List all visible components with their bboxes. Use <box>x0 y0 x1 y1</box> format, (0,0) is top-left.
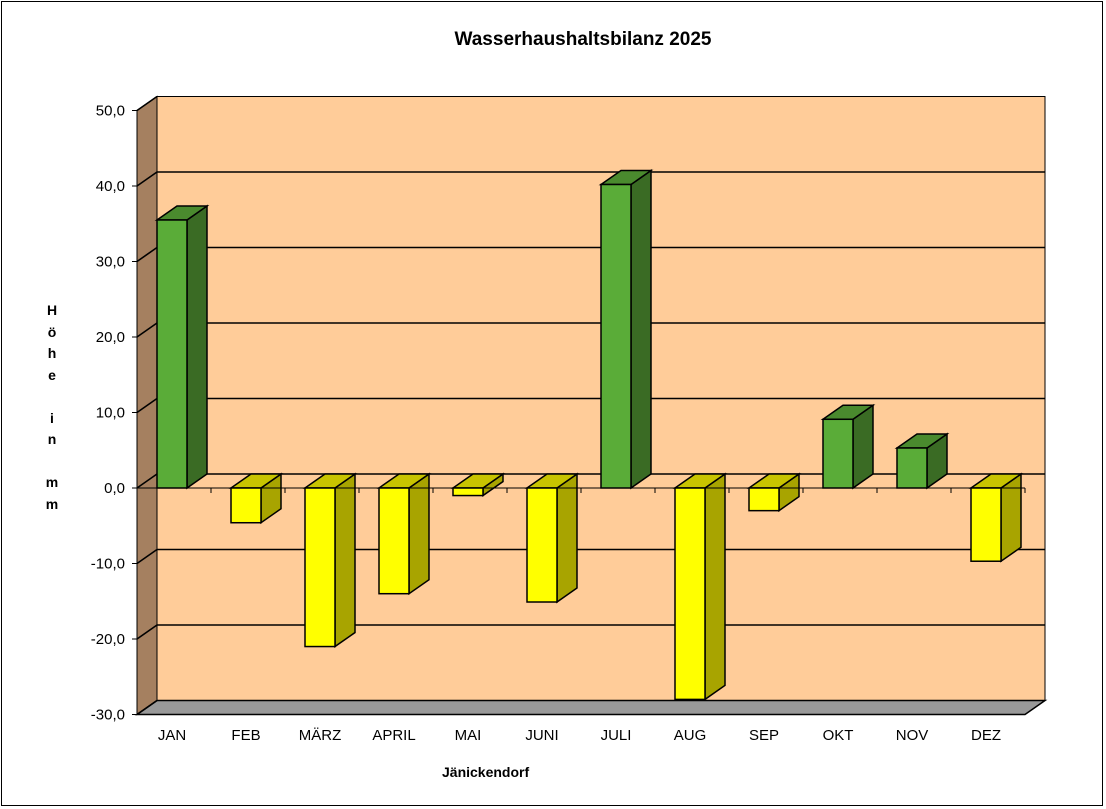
bar-juni <box>524 472 580 604</box>
x-category-label: OKT <box>823 727 854 744</box>
bar-side <box>408 472 430 596</box>
bar-front <box>304 487 336 648</box>
y-tick-label: -30,0 <box>91 707 125 724</box>
bar-front <box>600 183 632 489</box>
bar-okt <box>820 403 876 490</box>
bar-series <box>154 169 1024 701</box>
y-tick-label: 20,0 <box>96 329 125 346</box>
bar-side <box>186 204 208 490</box>
y-tick-label: 50,0 <box>96 103 125 120</box>
gridline-side <box>136 171 158 187</box>
bar-front <box>748 487 780 512</box>
gridline-side <box>136 473 158 489</box>
chart-title: Wasserhaushaltsbilanz 2025 <box>454 29 712 50</box>
y-axis-label-char: i <box>50 409 54 426</box>
y-tick-label: 10,0 <box>96 405 125 422</box>
x-category-label: FEB <box>231 727 260 744</box>
y-axis-label-char: m <box>45 474 59 490</box>
y-axis-label-char: e <box>48 366 56 383</box>
bar-mai <box>450 472 506 497</box>
x-category-label: JUNI <box>525 727 558 744</box>
bar-aug <box>672 472 728 701</box>
bar-side <box>334 472 356 648</box>
axes: -30,0 -20,0 -10,0 0,0 10,0 20,0 30,0 40,0 50,0 JA… <box>91 103 1026 744</box>
y-axis-label-char: m <box>45 495 59 512</box>
floor <box>134 699 1048 716</box>
x-category-label: DEZ <box>971 727 1001 744</box>
bar-side <box>1000 472 1022 563</box>
bar-märz <box>302 472 358 648</box>
y-tick-label: -20,0 <box>91 631 125 648</box>
gridline-side <box>136 548 158 565</box>
bar-front <box>526 487 558 603</box>
x-category-label: JAN <box>158 727 186 744</box>
bar-nov <box>894 432 950 490</box>
gridline-side <box>136 95 158 112</box>
bar-front <box>156 219 188 489</box>
bar-front <box>822 418 854 489</box>
x-category-label: NOV <box>896 727 929 744</box>
gridline-side <box>136 699 158 716</box>
bar-side <box>704 472 726 701</box>
bar-april <box>376 472 432 596</box>
bar-jan <box>154 204 210 490</box>
gridline-side <box>136 246 158 263</box>
y-axis-label-char: h <box>47 345 57 361</box>
bar-front <box>452 487 484 497</box>
y-tick-label: 40,0 <box>96 178 125 195</box>
bar-front <box>230 487 262 524</box>
bar-side <box>630 169 652 490</box>
x-category-label: AUG <box>674 727 707 744</box>
bar-front <box>896 447 928 489</box>
x-axis-label: Jänickendorf <box>442 764 530 780</box>
y-tick-label: -10,0 <box>91 556 125 573</box>
x-category-label: MAI <box>455 727 482 744</box>
y-tick-label: 30,0 <box>96 254 125 271</box>
bar-side <box>556 472 578 604</box>
x-category-label: APRIL <box>372 727 415 744</box>
bar-front <box>378 487 410 595</box>
bar-feb <box>228 472 284 525</box>
gridline-side <box>136 322 158 338</box>
x-category-label: SEP <box>749 727 779 744</box>
x-category-label: JULI <box>601 727 632 744</box>
bar-juli <box>598 169 654 490</box>
y-axis-label-char: H <box>46 302 58 318</box>
x-category-label: MÄRZ <box>299 727 342 744</box>
bar-dez <box>968 472 1024 563</box>
gridline-side <box>136 624 158 640</box>
chart-walls <box>134 95 1048 716</box>
y-tick-label: 0,0 <box>104 480 125 497</box>
bar-front <box>970 487 1002 562</box>
y-axis-label-char: n <box>47 431 57 447</box>
bar-front <box>674 487 706 701</box>
gridline-side <box>136 397 158 414</box>
y-axis-label-char: ö <box>47 323 57 340</box>
